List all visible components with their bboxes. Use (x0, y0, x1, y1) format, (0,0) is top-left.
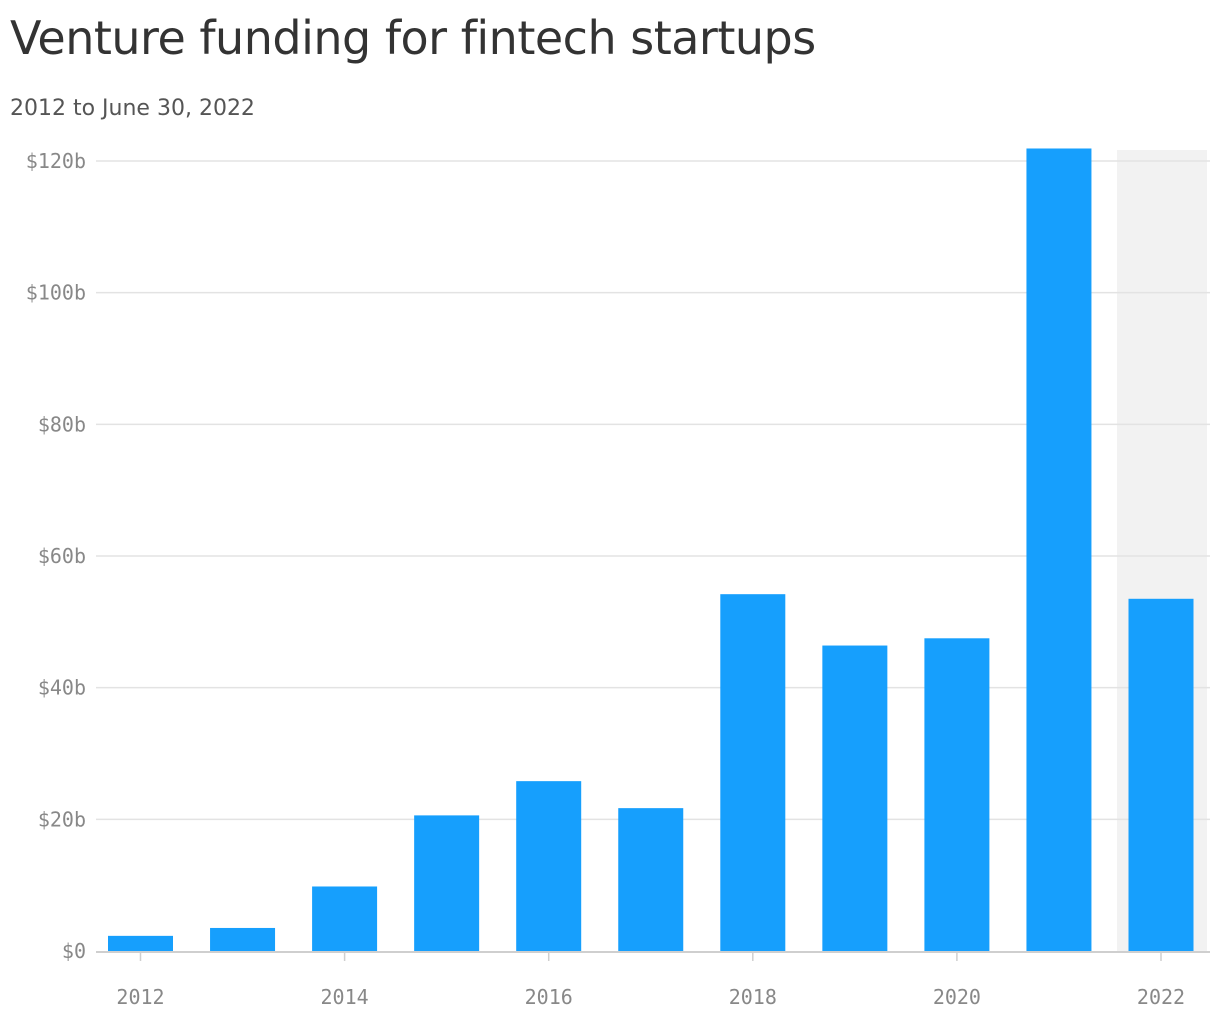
x-tick-label: 2014 (321, 985, 369, 1009)
bar-2020 (924, 638, 990, 951)
x-tick-label: 2012 (116, 985, 164, 1009)
y-tick-label: $0 (62, 939, 86, 963)
bar-2017 (618, 808, 684, 951)
y-tick-label: $80b (38, 412, 86, 436)
y-tick-label: $120b (26, 149, 86, 173)
bar-2016 (516, 781, 582, 951)
bar-2015 (414, 815, 480, 951)
bar-2022 (1128, 598, 1194, 951)
y-tick-label: $20b (38, 807, 86, 831)
x-tick-label: 2022 (1137, 985, 1185, 1009)
bar-2012 (108, 935, 173, 951)
y-axis-ticks: $0 $20b $40b $60b $80b $100b $120b (26, 149, 86, 963)
y-tick-label: $100b (26, 281, 86, 305)
bar-2014 (312, 886, 378, 951)
y-tick-label: $60b (38, 544, 86, 568)
bar-2019 (822, 645, 888, 951)
bar-2013 (210, 927, 276, 951)
x-tick-label: 2020 (933, 985, 981, 1009)
x-axis-ticks: 2012 2014 2016 2018 2020 2022 (116, 953, 1185, 1009)
chart-title: Venture funding for fintech startups (10, 11, 816, 65)
chart-subtitle: 2012 to June 30, 2022 (10, 96, 255, 121)
x-tick-label: 2016 (525, 985, 573, 1009)
x-tick-label: 2018 (729, 985, 777, 1009)
gridlines (96, 160, 1210, 821)
bar-2018 (720, 594, 786, 951)
bars (108, 148, 1194, 951)
bar-2021 (1026, 148, 1092, 951)
y-tick-label: $40b (38, 676, 86, 700)
